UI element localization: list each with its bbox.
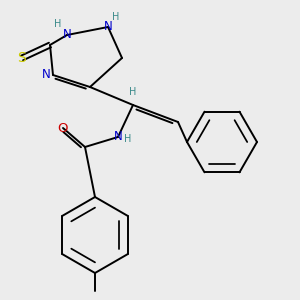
Text: S: S xyxy=(18,51,26,65)
Text: N: N xyxy=(63,28,71,41)
Text: N: N xyxy=(42,68,50,82)
Text: H: H xyxy=(54,19,62,29)
Text: H: H xyxy=(112,12,120,22)
Text: O: O xyxy=(58,122,68,134)
Text: H: H xyxy=(129,87,137,97)
Text: N: N xyxy=(103,20,112,34)
Text: N: N xyxy=(114,130,122,143)
Text: H: H xyxy=(124,134,132,144)
